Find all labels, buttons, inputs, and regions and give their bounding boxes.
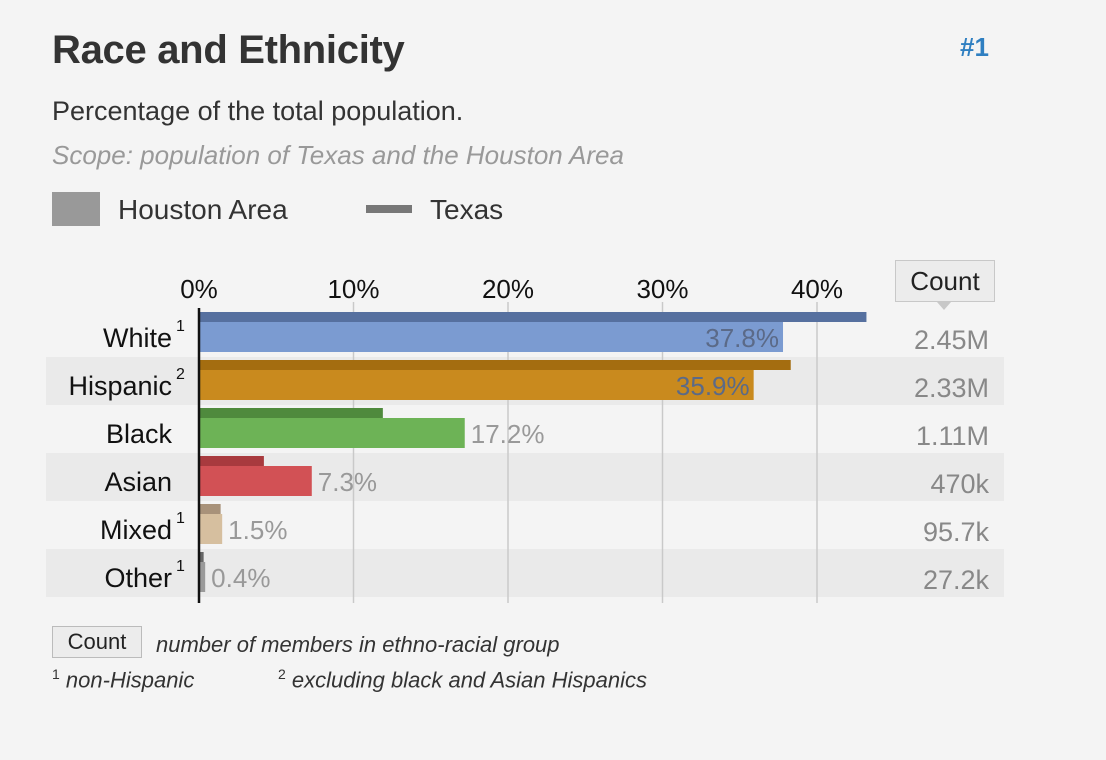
count-value: 1.11M: [916, 421, 989, 451]
x-tick-label: 30%: [636, 274, 688, 304]
texas-bar: [199, 360, 791, 370]
count-value: 27.2k: [923, 565, 990, 595]
footnote-2-text: excluding black and Asian Hispanics: [291, 667, 647, 693]
houston-bar: [199, 322, 784, 352]
category-superscript: 1: [176, 558, 185, 575]
value-label: 37.8%: [705, 323, 779, 353]
count-key-description: number of members in ethno-racial group: [156, 632, 560, 657]
value-label: 0.4%: [211, 563, 270, 593]
legend-swatch-houston: [52, 192, 100, 226]
footnote-1-text: non-Hispanic: [65, 667, 195, 693]
category-label: Mixed: [100, 515, 172, 545]
value-label: 17.2%: [471, 419, 545, 449]
houston-bar: [199, 466, 312, 496]
texas-bar: [199, 504, 221, 514]
legend-label-texas: Texas: [430, 194, 504, 225]
houston-bar: [199, 418, 465, 448]
houston-bar: [199, 514, 223, 544]
category-superscript: 1: [176, 318, 185, 335]
x-tick-label: 10%: [327, 274, 379, 304]
category-label: Asian: [104, 467, 172, 497]
x-tick-label: 20%: [482, 274, 534, 304]
legend-swatch-texas: [366, 205, 412, 213]
category-label: Other: [104, 563, 172, 593]
category-superscript: 1: [176, 510, 185, 527]
count-key-badge: Count: [52, 626, 142, 658]
count-value: 2.45M: [914, 325, 989, 355]
texas-bar: [199, 456, 264, 466]
category-label: Black: [106, 419, 173, 449]
texas-bar: [199, 312, 867, 322]
count-column-button[interactable]: Count: [895, 260, 995, 302]
category-label: White: [103, 323, 172, 353]
footnote-2: 2 excluding black and Asian Hispanics: [278, 666, 647, 693]
x-tick-label: 40%: [791, 274, 843, 304]
count-value: 470k: [930, 469, 989, 499]
value-label: 1.5%: [228, 515, 287, 545]
category-label: Hispanic: [68, 371, 172, 401]
chart-scope: Scope: population of Texas and the Houst…: [52, 140, 624, 170]
texas-bar: [199, 408, 383, 418]
count-pointer-icon: [937, 302, 951, 310]
row-band: [46, 453, 1004, 501]
houston-bar: [199, 562, 206, 592]
x-tick-label: 0%: [180, 274, 218, 304]
value-label: 35.9%: [676, 371, 750, 401]
footnote-1-mark: 1: [52, 666, 60, 682]
houston-bar: [199, 370, 754, 400]
chart-title: Race and Ethnicity: [52, 28, 405, 72]
count-value: 2.33M: [914, 373, 989, 403]
chart-subtitle: Percentage of the total population.: [52, 96, 464, 126]
texas-bar: [199, 552, 204, 562]
footnote-1: 1 non-Hispanic: [52, 666, 194, 693]
value-label: 7.3%: [318, 467, 377, 497]
count-value: 95.7k: [923, 517, 990, 547]
row-band: [46, 549, 1004, 597]
footnote-2-mark: 2: [278, 666, 286, 682]
legend-label-houston: Houston Area: [118, 194, 288, 225]
rank-link[interactable]: #1: [960, 32, 989, 62]
category-superscript: 2: [176, 366, 185, 383]
